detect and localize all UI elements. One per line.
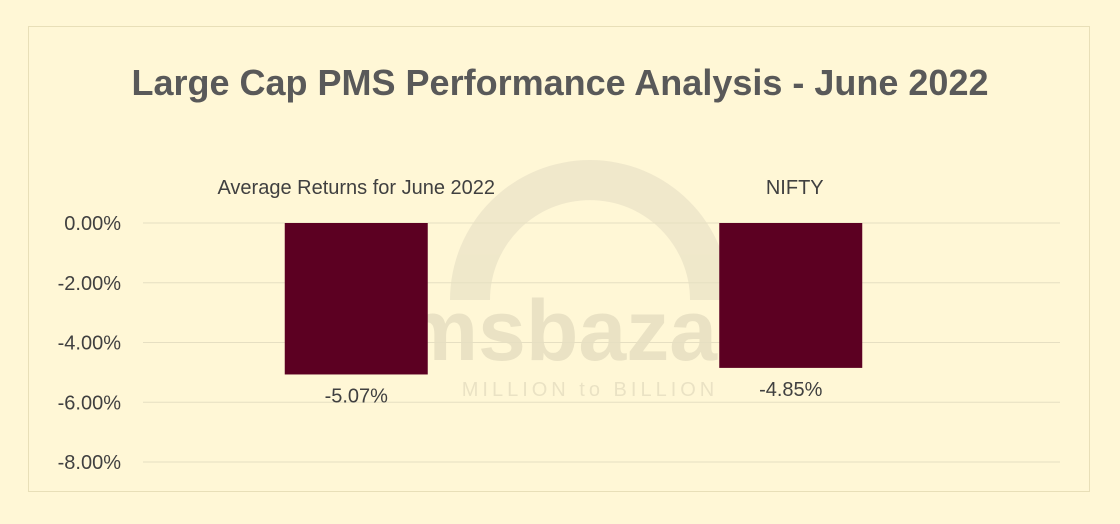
data-label: -5.07% (325, 385, 389, 407)
y-tick-label: -4.00% (58, 333, 122, 355)
category-label: Average Returns for June 2022 (217, 177, 495, 199)
bar (719, 223, 863, 368)
y-tick-label: -8.00% (58, 452, 122, 474)
y-tick-label: 0.00% (64, 213, 121, 235)
category-label: NIFTY (766, 177, 824, 199)
watermark-tagline: MILLION to BILLION (462, 379, 719, 401)
y-tick-label: -6.00% (58, 392, 122, 414)
bar (284, 223, 428, 375)
chart-title: Large Cap PMS Performance Analysis - Jun… (131, 62, 989, 103)
chart-frame (28, 26, 1090, 492)
y-tick-label: -2.00% (58, 273, 122, 295)
data-label: -4.85% (759, 379, 823, 401)
